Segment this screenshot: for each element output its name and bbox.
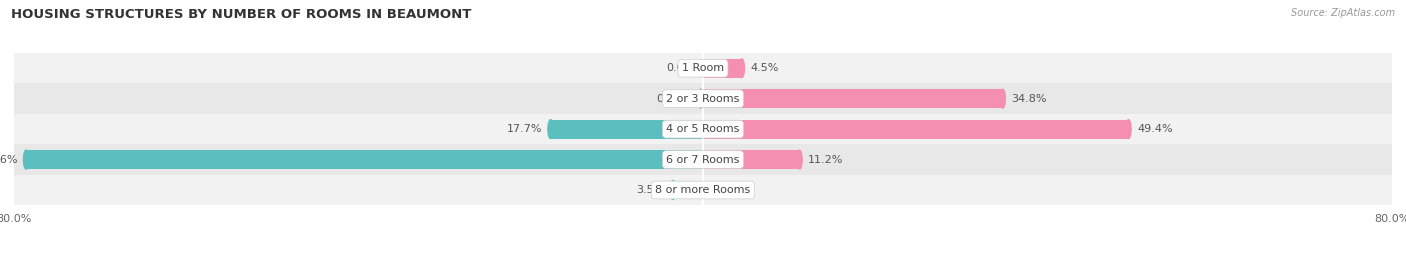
Circle shape <box>797 150 801 169</box>
Bar <box>703 59 742 78</box>
Bar <box>703 89 1002 108</box>
Bar <box>14 114 1392 144</box>
Text: 0.0%: 0.0% <box>666 63 695 73</box>
Circle shape <box>671 180 675 200</box>
Circle shape <box>740 59 744 78</box>
Circle shape <box>24 150 28 169</box>
Bar <box>551 120 703 139</box>
Text: 78.6%: 78.6% <box>0 155 17 165</box>
Bar <box>14 175 1392 205</box>
Text: 34.8%: 34.8% <box>1011 94 1047 104</box>
Bar <box>703 150 800 169</box>
Text: HOUSING STRUCTURES BY NUMBER OF ROOMS IN BEAUMONT: HOUSING STRUCTURES BY NUMBER OF ROOMS IN… <box>11 8 471 21</box>
Text: 8 or more Rooms: 8 or more Rooms <box>655 185 751 195</box>
Text: 6 or 7 Rooms: 6 or 7 Rooms <box>666 155 740 165</box>
Text: 0.0%: 0.0% <box>711 185 740 195</box>
Text: 2 or 3 Rooms: 2 or 3 Rooms <box>666 94 740 104</box>
Text: Source: ZipAtlas.com: Source: ZipAtlas.com <box>1291 8 1395 18</box>
Bar <box>700 89 703 108</box>
Bar <box>14 144 1392 175</box>
Text: 4 or 5 Rooms: 4 or 5 Rooms <box>666 124 740 134</box>
Bar <box>14 83 1392 114</box>
Text: 17.7%: 17.7% <box>506 124 541 134</box>
Text: 0.27%: 0.27% <box>657 94 692 104</box>
Text: 4.5%: 4.5% <box>751 63 779 73</box>
Bar <box>14 53 1392 83</box>
Text: 3.5%: 3.5% <box>636 185 664 195</box>
Bar <box>673 180 703 200</box>
Bar <box>27 150 703 169</box>
Circle shape <box>548 120 553 139</box>
Circle shape <box>1126 120 1130 139</box>
Text: 11.2%: 11.2% <box>808 155 844 165</box>
Bar <box>703 120 1129 139</box>
Text: 1 Room: 1 Room <box>682 63 724 73</box>
Circle shape <box>1000 89 1005 108</box>
Circle shape <box>697 89 703 108</box>
Text: 49.4%: 49.4% <box>1137 124 1173 134</box>
